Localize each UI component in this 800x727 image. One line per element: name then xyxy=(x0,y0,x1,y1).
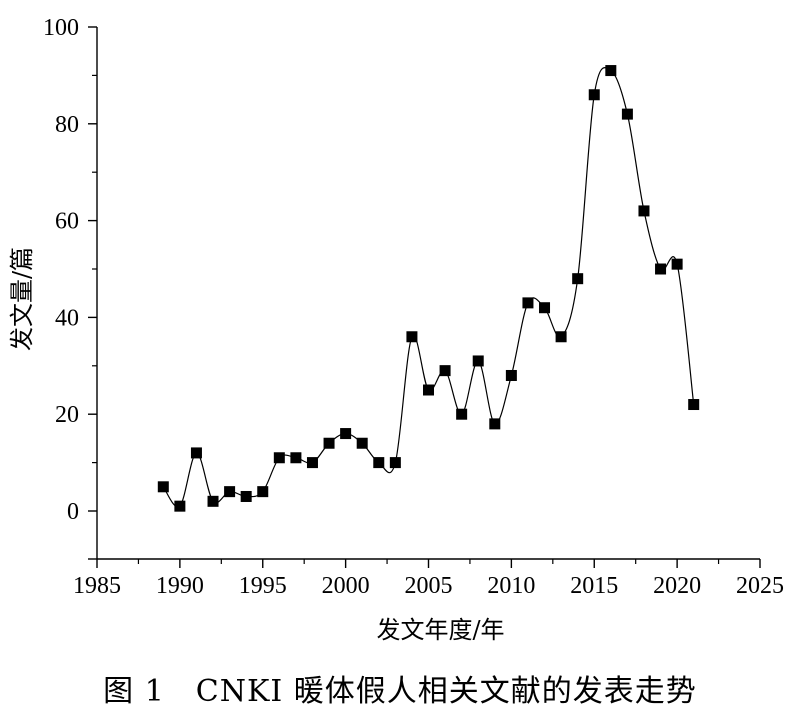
data-point xyxy=(638,205,650,217)
data-point xyxy=(157,481,169,493)
data-point xyxy=(489,418,501,430)
data-point xyxy=(688,399,700,411)
data-point xyxy=(340,428,352,440)
series-markers xyxy=(157,65,700,512)
data-point xyxy=(356,437,368,449)
x-tick-label: 1995 xyxy=(239,573,287,599)
data-point xyxy=(605,65,617,77)
y-axis-title: 发文量/篇 xyxy=(8,247,36,351)
data-point xyxy=(439,365,451,377)
data-point xyxy=(671,258,683,270)
y-tick-label: 80 xyxy=(55,112,79,138)
x-tick-label: 2025 xyxy=(736,573,784,599)
data-point xyxy=(323,437,335,449)
y-tick-label: 40 xyxy=(55,305,79,331)
y-tick-label: 100 xyxy=(43,15,79,41)
x-tick-label: 2000 xyxy=(322,573,370,599)
data-point xyxy=(389,457,401,469)
x-axis-title: 发文年度/年 xyxy=(376,616,504,644)
data-point xyxy=(290,452,302,464)
data-point xyxy=(190,447,202,459)
y-axis-ticks: 0 20 40 60 80 100 xyxy=(43,15,97,560)
data-point xyxy=(224,486,236,498)
data-point xyxy=(522,297,534,309)
data-point xyxy=(240,490,252,502)
data-point xyxy=(572,273,584,285)
data-point xyxy=(373,457,385,469)
data-point xyxy=(257,486,269,498)
chart: 1985 1990 1995 2000 2005 2010 2015 2020 2025 0 20… xyxy=(8,15,784,644)
y-tick-label: 0 xyxy=(67,499,79,525)
data-point xyxy=(472,355,484,367)
data-point xyxy=(456,408,468,420)
data-point xyxy=(539,302,551,314)
data-point xyxy=(174,500,186,512)
data-point xyxy=(621,108,633,120)
data-point xyxy=(655,263,667,275)
figure-caption: 图 1 CNKI 暖体假人相关文献的发表走势 xyxy=(103,674,697,709)
y-tick-label: 20 xyxy=(55,402,79,428)
x-tick-label: 2015 xyxy=(570,573,618,599)
x-tick-label: 2005 xyxy=(405,573,453,599)
x-tick-label: 2010 xyxy=(487,573,535,599)
data-point xyxy=(406,331,418,343)
y-tick-label: 60 xyxy=(55,209,79,235)
x-axis-ticks: 1985 1990 1995 2000 2005 2010 2015 2020 2025 xyxy=(73,559,784,599)
series-line xyxy=(162,67,695,508)
axes xyxy=(96,27,760,560)
data-point xyxy=(306,457,318,469)
data-point xyxy=(588,89,600,101)
data-point xyxy=(273,452,285,464)
data-point xyxy=(555,331,567,343)
x-tick-label: 1990 xyxy=(156,573,204,599)
x-tick-label: 1985 xyxy=(73,573,121,599)
data-point xyxy=(505,369,517,381)
data-point xyxy=(207,495,219,507)
data-point xyxy=(423,384,434,396)
x-tick-label: 2020 xyxy=(653,573,701,599)
